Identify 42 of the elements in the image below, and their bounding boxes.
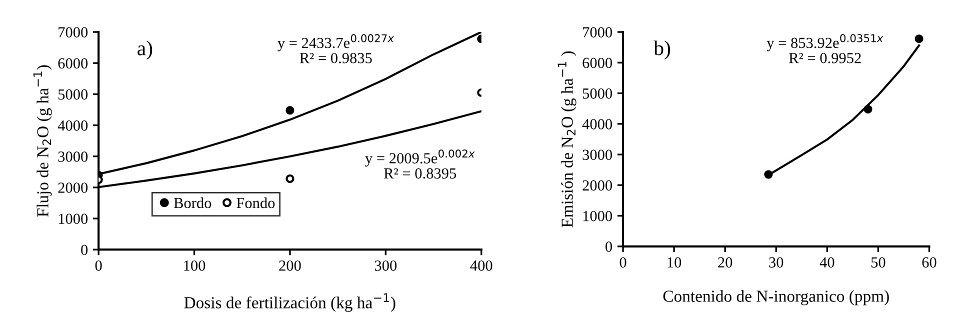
y-tick-label: 2000	[58, 182, 88, 193]
x-tick-label: 400	[470, 260, 492, 271]
y-tick-label: 5000	[582, 88, 612, 99]
y-tick-label: 6000	[58, 58, 88, 69]
x-tick-label: 0	[620, 257, 626, 268]
x-axis-title: Dosis de fertilización (kg ha$^{−1}$)	[184, 293, 396, 312]
annotation: y = 853.92e$^{0.0351x}$ R² = 0.9952	[766, 34, 884, 64]
y-tick-label: 5000	[58, 89, 88, 100]
y-axis-title: Emisión de N$_{2}$O (g ha$^{−1}$ )	[558, 51, 576, 228]
y-tick-label: 7000	[583, 27, 612, 38]
y-tick-label: 4000	[582, 119, 612, 130]
y-tick-label: 2000	[582, 180, 612, 191]
y-tick-label: 0	[606, 242, 612, 252]
point	[864, 104, 872, 114]
y-axis-title: Flujo de N$_{2}$O (g ha$^{−1}$)	[33, 65, 52, 217]
x-tick-label: 0	[95, 260, 102, 271]
chart-title: a)	[138, 40, 152, 60]
y-tick-label: 6000	[582, 58, 612, 68]
y-tick-label: 7000	[58, 27, 88, 38]
y-tick-label: 4000	[58, 120, 88, 131]
x-axis-title: Contenido de N-inorganico (ppm)	[663, 290, 889, 306]
annotation: y = 2433.7e$^{0.0027x}$ R² = 0.9835	[278, 34, 394, 64]
x-tick-label: 300	[374, 260, 397, 271]
y-tick-label: 3000	[582, 150, 612, 160]
legend-label: Bordo	[174, 197, 212, 208]
y-tick-label: 0	[81, 244, 88, 256]
point	[914, 34, 924, 44]
x-tick-label: 20	[718, 257, 732, 268]
x-tick-label: 100	[184, 260, 206, 271]
x-tick-label: 200	[279, 260, 301, 271]
point	[764, 170, 773, 179]
annotation: y = 2009.5e$^{0.002x}$ R² = 0.8395	[365, 150, 475, 179]
x-tick-label: 60	[922, 257, 936, 268]
chart-title: b)	[654, 40, 670, 60]
x-tick-label: 50	[871, 257, 886, 268]
x-tick-label: 40	[820, 257, 834, 268]
y-tick-label: 1000	[583, 210, 612, 222]
y-tick-label: 3000	[58, 151, 88, 162]
x-tick-label: 10	[668, 257, 682, 268]
y-tick-label: 1000	[58, 214, 88, 224]
x-tick-label: 30	[769, 257, 784, 268]
legend-label: Fondo	[236, 197, 275, 208]
